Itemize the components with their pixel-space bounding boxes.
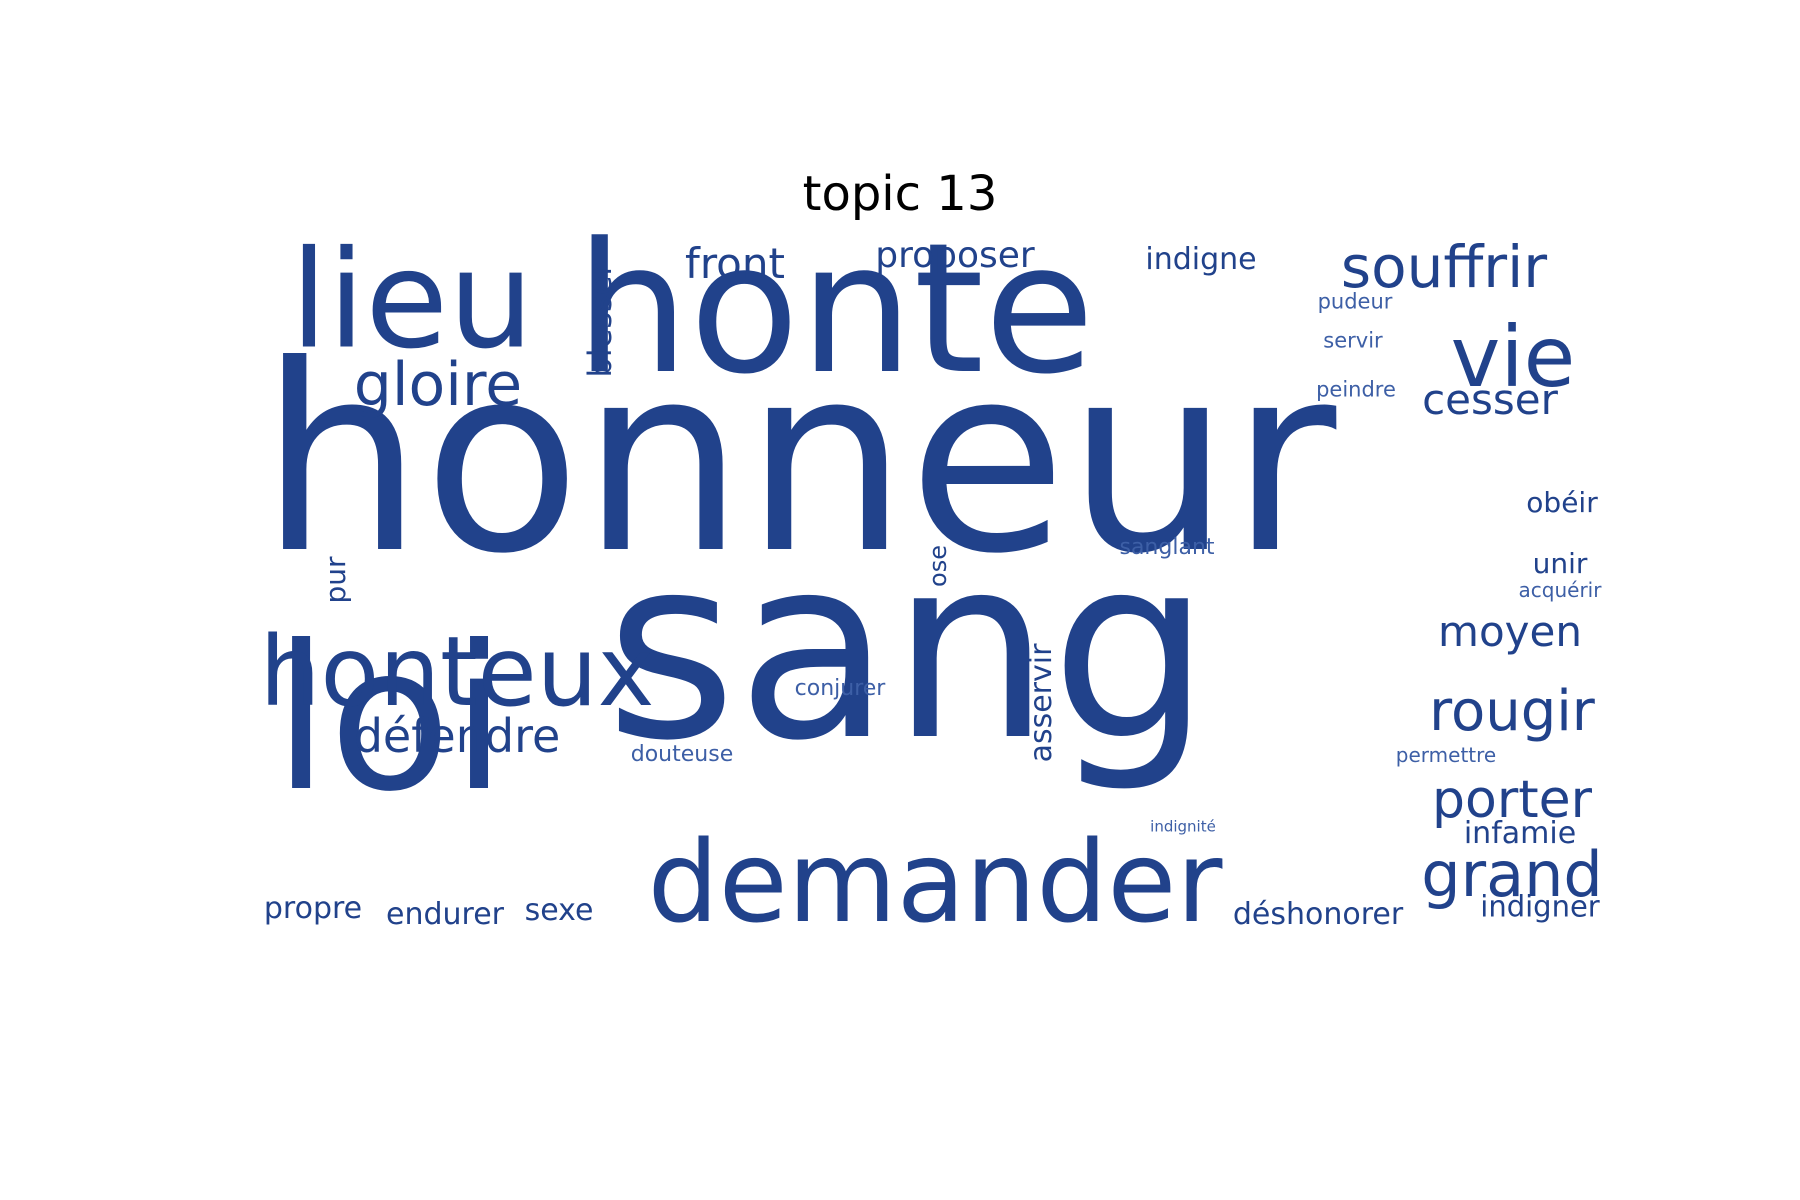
word-vie: vie [1450, 308, 1576, 406]
word-propre: propre [263, 891, 363, 926]
word-loi: loi [273, 603, 507, 836]
word-unir: unir [1532, 547, 1588, 580]
word-souffrir: souffrir [1340, 233, 1548, 301]
word-sanglant: sanglant [1119, 535, 1215, 560]
word-indignite: indignité [1150, 817, 1216, 836]
word-indigne: indigne [1145, 242, 1257, 277]
word-permettre: permettre [1395, 743, 1497, 767]
word-infamie: infamie [1463, 816, 1577, 851]
word-honteux: honteux [259, 616, 655, 728]
word-asservir: asservir [1024, 643, 1059, 763]
word-porter: porter [1432, 770, 1592, 830]
word-proposer: proposer [875, 235, 1035, 276]
word-honte: honte [575, 205, 1095, 414]
word-grand: grand [1421, 838, 1603, 911]
word-sexe: sexe [524, 893, 594, 928]
word-peindre: peindre [1316, 377, 1396, 402]
word-lieu: lieu [290, 221, 534, 379]
word-front: front [685, 239, 785, 288]
word-gloire: gloire [353, 350, 523, 420]
word-deshonorer: déshonorer [1232, 897, 1404, 932]
word-endurer: endurer [386, 897, 504, 932]
word-rougir: rougir [1429, 679, 1595, 744]
word-sang: sang [605, 503, 1211, 796]
word-pur: pur [319, 556, 352, 604]
word-pudeur: pudeur [1317, 289, 1393, 314]
word-obeir: obéir [1526, 486, 1598, 519]
word-defendre: défendre [353, 709, 561, 763]
word-blesser: blesser [581, 262, 619, 378]
word-indigner: indigner [1480, 889, 1600, 924]
word-demander: demander [647, 818, 1223, 948]
word-acquerir: acquérir [1518, 578, 1602, 602]
word-honneur: honneur [259, 310, 1337, 610]
word-conjurer: conjurer [794, 676, 886, 701]
word-douteuse: douteuse [630, 742, 734, 767]
word-servir: servir [1323, 328, 1383, 353]
word-ose: ose [924, 545, 952, 587]
figure-title: topic 13 [802, 166, 998, 222]
word-moyen: moyen [1438, 607, 1582, 656]
word-cesser: cesser [1422, 375, 1558, 424]
